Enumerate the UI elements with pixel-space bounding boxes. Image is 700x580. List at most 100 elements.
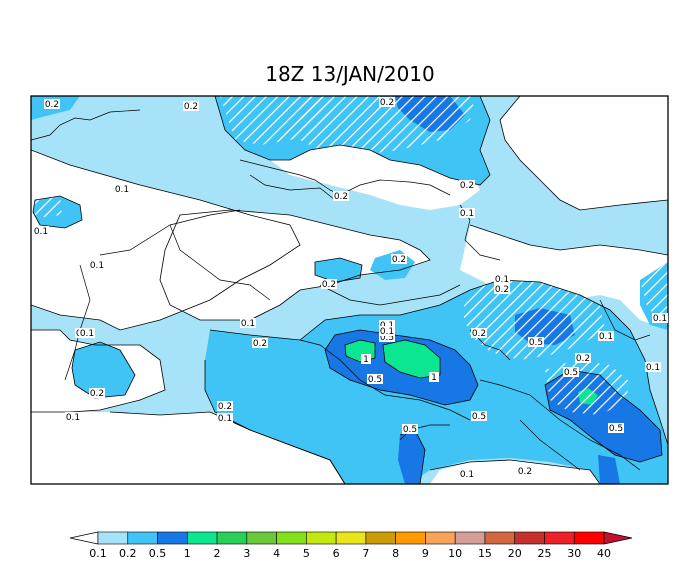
svg-text:0.1: 0.1	[80, 329, 94, 339]
colorbar-box	[454, 531, 486, 545]
colorbar-tick-label: 20	[508, 547, 522, 560]
svg-text:0.5: 0.5	[368, 375, 382, 385]
svg-text:0.1: 0.1	[380, 327, 394, 337]
colorbar-tick-label: 8	[392, 547, 399, 560]
contour-label: 0.1	[33, 226, 49, 237]
contour-label: 0.2	[89, 388, 105, 399]
contour-label: 0.2	[333, 191, 349, 202]
colorbar-tick-label: 0.5	[149, 547, 167, 560]
colorbar-box	[365, 531, 396, 545]
contour-label: 0.1	[645, 362, 661, 373]
svg-text:0.2: 0.2	[184, 102, 198, 112]
contour-label: 0.1	[114, 184, 130, 195]
colorbar-tick-label: 5	[303, 547, 310, 560]
contour-label: 0.1	[240, 318, 256, 329]
map-title: 18Z 13/JAN/2010	[265, 62, 435, 86]
contour-label: 0.5	[471, 411, 487, 422]
svg-text:0.1: 0.1	[495, 275, 509, 285]
heavy-region-se-tail	[598, 455, 620, 484]
colorbar-tick-label: 15	[478, 547, 492, 560]
svg-text:0.1: 0.1	[218, 414, 232, 424]
dry-region-southwest	[31, 412, 345, 484]
contour-label: 0.5	[367, 374, 383, 385]
svg-text:0.1: 0.1	[66, 413, 80, 423]
hatch-area-west	[33, 195, 62, 218]
contour-label: 0.5	[379, 332, 395, 343]
colorbar-tick-label: 7	[362, 547, 369, 560]
contour-label: 0.2	[459, 180, 475, 191]
field-layer	[31, 96, 668, 484]
wet-region-center-small	[315, 258, 362, 282]
plot-frame	[30, 95, 669, 485]
colorbar-tick-label: 40	[597, 547, 611, 560]
contour-label: 0.1	[459, 208, 475, 219]
colorbar-box	[127, 531, 158, 545]
contour-label: 1	[361, 354, 371, 365]
contour-label: 0.2	[252, 338, 268, 349]
contour-label: 0.1	[379, 326, 395, 337]
svg-text:0.1: 0.1	[115, 185, 129, 195]
svg-text:0.5: 0.5	[529, 338, 543, 348]
svg-text:1: 1	[431, 373, 437, 383]
colorbar-tick-label: 3	[243, 547, 250, 560]
contour-label: 0.1	[79, 328, 95, 339]
colorbar-box	[186, 531, 218, 545]
svg-text:0.2: 0.2	[576, 354, 590, 364]
contour-labels: 0.2 0.2 0.2 0.1 0.2 0.1 0.1 0.1 0.2 0.1 …	[33, 97, 668, 480]
contour-label: 0.5	[563, 367, 579, 378]
colorbar-tick-label: 1	[184, 547, 191, 560]
svg-text:0.2: 0.2	[322, 280, 336, 290]
dry-region-center	[160, 210, 430, 320]
peak-region-2	[383, 340, 440, 378]
contour-label: 1	[429, 372, 439, 383]
hatch-area-north-2	[300, 96, 475, 155]
contour-label: 0.1	[65, 412, 81, 423]
contour-label: 0.5	[402, 424, 418, 435]
svg-text:0.2: 0.2	[218, 402, 232, 412]
svg-text:0.1: 0.1	[646, 363, 660, 373]
contour-label: 0.2	[494, 284, 510, 295]
contour-label: 0.1	[89, 260, 105, 271]
colorbar-box	[306, 531, 337, 545]
svg-text:0.1: 0.1	[460, 470, 474, 480]
heavy-region-south	[398, 430, 425, 484]
svg-text:0.2: 0.2	[253, 339, 267, 349]
contour-label: 0.1	[494, 274, 510, 285]
svg-text:0.2: 0.2	[380, 98, 394, 108]
colorbar-box	[276, 531, 307, 545]
hatch-area-far-east	[640, 262, 668, 318]
colorbar-box	[157, 531, 188, 545]
contour-label: 0.2	[517, 466, 533, 477]
contour-label: 0.2	[217, 401, 233, 412]
colorbar-tick-label: 9	[422, 547, 429, 560]
colorbar-tick-label: 25	[537, 547, 551, 560]
contour-label: 0.1	[652, 313, 668, 324]
colorbar-tick-label: 0.2	[119, 547, 137, 560]
wet-region-west-small	[72, 342, 135, 398]
contour-label: 0.2	[183, 101, 199, 112]
colorbar-box	[484, 531, 516, 545]
contour-label: 0.2	[379, 97, 395, 108]
svg-text:0.5: 0.5	[609, 424, 623, 434]
contour-label: 0.1	[217, 413, 233, 424]
colorbar-box	[216, 531, 248, 545]
svg-text:0.2: 0.2	[45, 100, 59, 110]
svg-text:0.5: 0.5	[380, 333, 394, 343]
svg-text:0.5: 0.5	[472, 412, 486, 422]
colorbar-tick-label: 30	[567, 547, 581, 560]
colorbar: 0.1 0.2 0.5 1 2 3 4 5 6 7 8 9 10 15 20 25 30 40	[69, 531, 633, 560]
hatch-area-east	[462, 280, 605, 360]
contour-label: 0.2	[391, 254, 407, 265]
colorbar-box	[573, 531, 605, 545]
svg-text:0.2: 0.2	[460, 181, 474, 191]
svg-text:0.2: 0.2	[334, 192, 348, 202]
contour-label: 0.1	[598, 331, 614, 342]
dry-region-east	[460, 225, 668, 330]
colorbar-box	[395, 531, 426, 545]
svg-text:0.1: 0.1	[653, 314, 667, 324]
contour-label: 0.2	[44, 99, 60, 110]
contour-label: 0.5	[528, 337, 544, 348]
colorbar-box	[246, 531, 277, 545]
dry-region-west	[31, 150, 300, 330]
